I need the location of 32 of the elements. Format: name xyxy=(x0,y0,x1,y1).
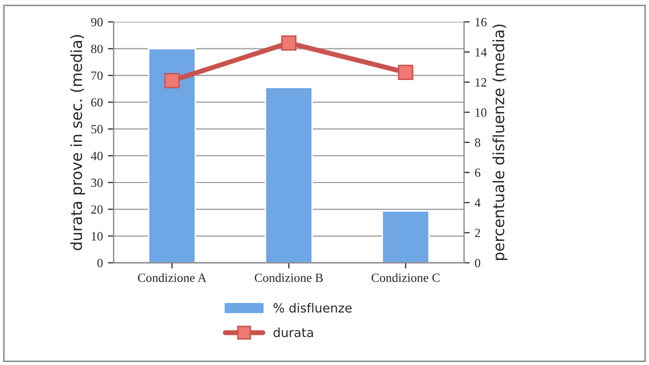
y2-tick-label: 14 xyxy=(476,48,487,56)
y2-tick-label: 16 xyxy=(476,18,487,26)
y-tick-label: 10 xyxy=(92,232,103,240)
y2-tick-label: 0 xyxy=(474,258,480,268)
y-tick-label: 30 xyxy=(91,178,103,187)
x-tick-label: Condizione A xyxy=(138,273,206,282)
x-tick-label: Condizione B xyxy=(254,273,323,282)
y-tick-label: 20 xyxy=(91,205,103,214)
point xyxy=(281,35,296,51)
bar xyxy=(148,48,196,263)
bar xyxy=(382,210,430,263)
y2-tick-label: 4 xyxy=(474,198,481,207)
y-tick-label: 70 xyxy=(91,71,103,80)
legend-label: durata xyxy=(274,328,313,338)
y2-tick-label: 10 xyxy=(476,108,486,117)
legend-label: % disfluenze xyxy=(274,302,352,313)
y-tick-label: 40 xyxy=(90,152,103,160)
bar xyxy=(264,86,313,263)
y-tick-label: 0 xyxy=(97,258,103,268)
y-axis-title: durata prove in sec. (media) xyxy=(70,35,86,250)
y-tick-label: 50 xyxy=(91,124,103,134)
point xyxy=(164,72,180,88)
y2-tick-label: 8 xyxy=(474,138,480,147)
y2-tick-label: 12 xyxy=(476,78,486,86)
y-tick-label: 60 xyxy=(91,98,103,107)
y2-tick-label: 2 xyxy=(475,228,480,238)
x-tick-label: Condizione C xyxy=(372,273,440,282)
point xyxy=(398,64,414,80)
y-tick-label: 90 xyxy=(91,18,103,26)
y2-axis-title: percentuale disfluenze (media) xyxy=(492,24,508,260)
y-tick-label: 80 xyxy=(91,44,103,54)
y2-tick-label: 6 xyxy=(474,168,480,177)
